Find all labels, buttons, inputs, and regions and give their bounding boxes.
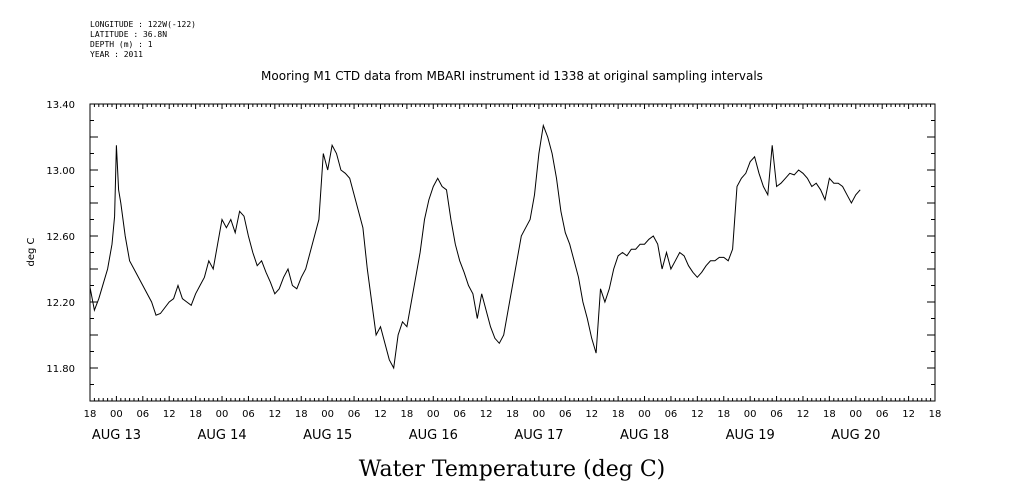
x-tick-label: 00 <box>744 409 757 420</box>
day-label: AUG 18 <box>620 428 669 443</box>
x-tick-label: 18 <box>84 409 97 420</box>
meta-longitude: LONGITUDE : 122W(-122) <box>90 20 196 29</box>
series-line <box>89 123 861 370</box>
y-tick-labels: 13.40 13.00 12.60 12.20 11.80 <box>46 100 75 375</box>
x-tick-label: 12 <box>797 409 810 420</box>
day-label: AUG 16 <box>409 428 458 443</box>
x-tick-label: 00 <box>427 409 440 420</box>
x-tick-label: 06 <box>242 409 255 420</box>
day-label: AUG 15 <box>303 428 352 443</box>
y-tick-label: 13.00 <box>46 166 75 177</box>
meta-latitude: LATITUDE : 36.8N <box>90 30 168 39</box>
x-tick-label: 12 <box>374 409 387 420</box>
x-tick-label: 12 <box>585 409 598 420</box>
day-label: AUG 13 <box>92 428 141 443</box>
day-label: AUG 17 <box>514 428 563 443</box>
day-labels: AUG 13 AUG 14 AUG 15 AUG 16 AUG 17 AUG 18 AUG … <box>92 428 881 443</box>
y-tick-label: 11.80 <box>46 364 75 375</box>
x-tick-label: 00 <box>110 409 123 420</box>
metadata-block: LONGITUDE : 122W(-122) LATITUDE : 36.8N … <box>90 20 196 60</box>
day-label: AUG 20 <box>831 428 880 443</box>
x-tick-label: 12 <box>480 409 493 420</box>
meta-year: YEAR : 2011 <box>90 50 143 59</box>
x-tick-label: 00 <box>849 409 862 420</box>
x-tick-label: 18 <box>189 409 202 420</box>
x-tick-label: 06 <box>559 409 572 420</box>
x-tick-label: 18 <box>506 409 519 420</box>
x-tick-label: 12 <box>902 409 915 420</box>
x-tick-label: 18 <box>823 409 836 420</box>
x-tick-label: 18 <box>612 409 625 420</box>
x-tick-label: 06 <box>770 409 783 420</box>
x-tick-label: 00 <box>533 409 546 420</box>
day-label: AUG 19 <box>726 428 775 443</box>
meta-depth: DEPTH (m) : 1 <box>90 40 153 49</box>
x-tick-label: 06 <box>348 409 361 420</box>
y-tick-label: 12.60 <box>46 232 75 243</box>
day-label: AUG 14 <box>197 428 246 443</box>
tick-marks <box>89 103 936 402</box>
x-tick-label: 06 <box>665 409 678 420</box>
y-tick-label: 13.40 <box>46 100 75 111</box>
x-tick-label: 00 <box>638 409 651 420</box>
x-axis-label: Water Temperature (deg C) <box>359 457 666 482</box>
x-tick-label: 18 <box>295 409 308 420</box>
x-tick-label: 00 <box>321 409 334 420</box>
x-tick-label: 12 <box>163 409 176 420</box>
x-tick-label: 00 <box>216 409 229 420</box>
y-tick-label: 12.20 <box>46 298 75 309</box>
x-tick-label: 12 <box>268 409 281 420</box>
x-tick-label: 18 <box>401 409 414 420</box>
x-tick-label: 06 <box>876 409 889 420</box>
chart-title: Mooring M1 CTD data from MBARI instrumen… <box>261 69 763 83</box>
x-tick-label: 18 <box>717 409 730 420</box>
x-tick-label: 18 <box>929 409 942 420</box>
y-axis-label: deg C <box>26 237 37 266</box>
x-tick-label: 06 <box>136 409 149 420</box>
x-tick-label: 12 <box>691 409 704 420</box>
x-tick-labels: 18 00 06 12 18 00 06 12 18 00 06 12 18 00 06 12 18 00 06 12… <box>84 409 942 420</box>
plot-frame <box>89 103 936 402</box>
x-tick-label: 06 <box>453 409 466 420</box>
